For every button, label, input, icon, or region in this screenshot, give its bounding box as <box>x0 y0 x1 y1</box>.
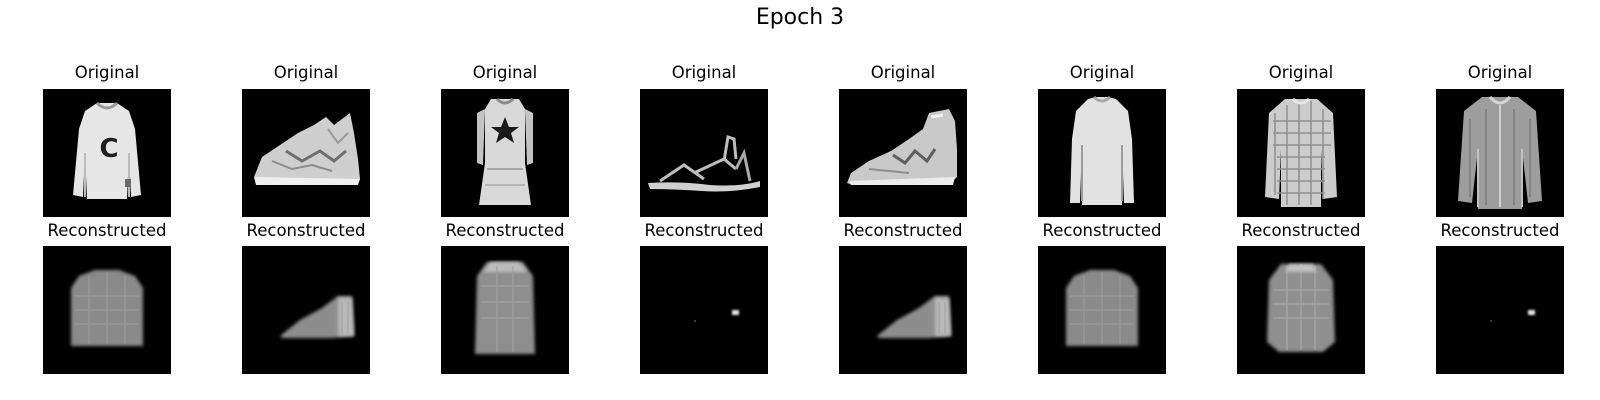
button-shirt-graphic <box>1458 95 1542 209</box>
original-image: C <box>43 89 171 217</box>
near-empty-dot-graphic <box>1490 310 1535 322</box>
reconstructed-image <box>839 246 967 374</box>
sandal-graphic <box>648 135 760 192</box>
original-image <box>640 89 768 217</box>
original-title: Original <box>74 63 140 82</box>
reconstructed-image <box>1237 246 1365 374</box>
checked-shirt-graphic <box>1265 97 1337 207</box>
original-image <box>1436 89 1564 217</box>
reconstructed-image <box>1436 246 1564 374</box>
original-title: Original <box>870 63 936 82</box>
ankle-boot-graphic <box>847 109 957 185</box>
reconstructed-image <box>441 246 569 374</box>
reconstructed-title: Reconstructed <box>644 221 764 240</box>
reconstructed-title: Reconstructed <box>1440 221 1560 240</box>
sweatshirt-with-letter-graphic: C <box>73 101 141 199</box>
blurry-top-graphic <box>1066 270 1138 346</box>
reconstructed-title: Reconstructed <box>47 221 167 240</box>
blurry-shoe-graphic <box>877 296 951 338</box>
blurry-shirt-graphic <box>1267 264 1335 352</box>
reconstructed-image <box>242 246 370 374</box>
blurry-shoe-graphic <box>280 296 354 338</box>
reconstructed-title: Reconstructed <box>445 221 565 240</box>
original-title: Original <box>1467 63 1533 82</box>
original-title: Original <box>472 63 538 82</box>
reconstructed-title: Reconstructed <box>1042 221 1162 240</box>
reconstructed-title: Reconstructed <box>843 221 963 240</box>
reconstructed-image <box>43 246 171 374</box>
original-image <box>242 89 370 217</box>
reconstructed-title: Reconstructed <box>1241 221 1361 240</box>
blurry-top-graphic <box>71 270 143 346</box>
sneaker-graphic <box>254 113 360 185</box>
original-title: Original <box>273 63 339 82</box>
near-empty-dot-graphic <box>694 310 739 322</box>
original-image <box>1038 89 1166 217</box>
reconstructed-image <box>1038 246 1166 374</box>
original-title: Original <box>1268 63 1334 82</box>
blurry-dress-graphic <box>475 262 535 354</box>
letter-mark: C <box>99 134 118 164</box>
reconstructed-image <box>640 246 768 374</box>
original-title: Original <box>1069 63 1135 82</box>
original-image <box>1237 89 1365 217</box>
original-image <box>441 89 569 217</box>
reconstructed-title: Reconstructed <box>246 221 366 240</box>
original-image <box>839 89 967 217</box>
long-sleeve-top-graphic <box>1070 95 1134 205</box>
dress-with-star-graphic <box>477 97 533 205</box>
original-title: Original <box>671 63 737 82</box>
figure-title: Epoch 3 <box>755 5 845 30</box>
